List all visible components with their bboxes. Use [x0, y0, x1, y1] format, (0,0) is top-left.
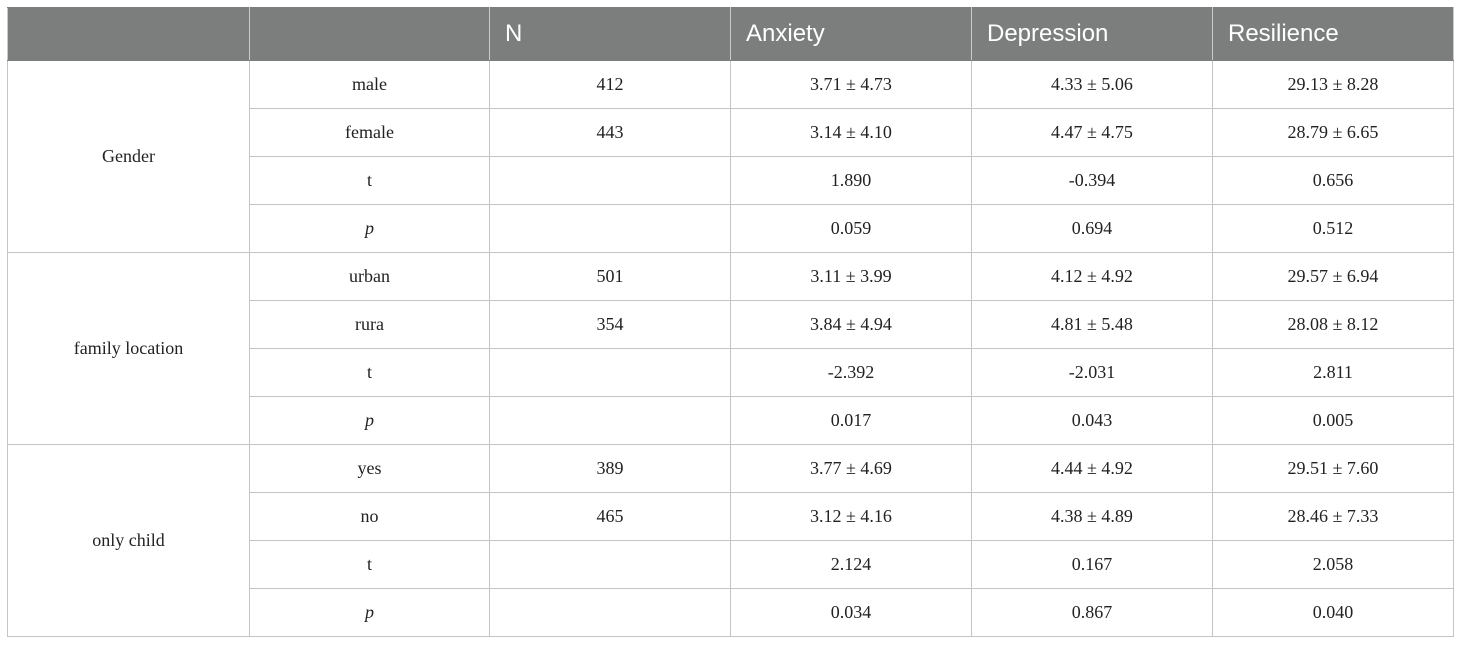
resilience-cell: 0.512 — [1212, 204, 1454, 253]
subgroup-cell: urban — [249, 252, 490, 301]
comparison-table: N Anxiety Depression Resilience Gender m… — [7, 7, 1454, 637]
header-resilience: Resilience — [1212, 7, 1454, 61]
subgroup-cell: p — [249, 204, 490, 253]
depression-cell: 0.867 — [971, 588, 1213, 637]
table-row: family location urban 501 3.11 ± 3.99 4.… — [7, 252, 1454, 445]
n-cell — [489, 204, 731, 253]
group-label: family location — [7, 252, 250, 445]
comparison-table-container: N Anxiety Depression Resilience Gender m… — [7, 7, 1454, 637]
anxiety-cell: -2.392 — [730, 348, 972, 397]
group-label: Gender — [7, 60, 250, 253]
anxiety-cell: 3.11 ± 3.99 — [730, 252, 972, 301]
resilience-cell: 28.79 ± 6.65 — [1212, 108, 1454, 157]
n-cell — [489, 396, 731, 445]
depression-cell: 0.167 — [971, 540, 1213, 589]
subgroup-cell: t — [249, 156, 490, 205]
depression-cell: -2.031 — [971, 348, 1213, 397]
table-body: Gender male 412 3.71 ± 4.73 4.33 ± 5.06 … — [7, 60, 1454, 637]
subgroup-cell: yes — [249, 444, 490, 493]
table-row: t 2.124 0.167 2.058 — [8, 540, 1454, 589]
n-cell: 443 — [489, 108, 731, 157]
depression-cell: -0.394 — [971, 156, 1213, 205]
table-row: rura 354 3.84 ± 4.94 4.81 ± 5.48 28.08 ±… — [8, 300, 1454, 349]
resilience-cell: 2.811 — [1212, 348, 1454, 397]
subgroup-cell: rura — [249, 300, 490, 349]
depression-cell: 4.81 ± 5.48 — [971, 300, 1213, 349]
n-cell — [489, 588, 731, 637]
resilience-cell: 29.13 ± 8.28 — [1212, 60, 1454, 109]
anxiety-cell: 0.059 — [730, 204, 972, 253]
table-row: Gender male 412 3.71 ± 4.73 4.33 ± 5.06 … — [7, 60, 1454, 253]
group-label: only child — [7, 444, 250, 637]
table-row: no 465 3.12 ± 4.16 4.38 ± 4.89 28.46 ± 7… — [8, 492, 1454, 541]
subgroup-cell: no — [249, 492, 490, 541]
depression-cell: 4.44 ± 4.92 — [971, 444, 1213, 493]
resilience-cell: 0.040 — [1212, 588, 1454, 637]
header-depression: Depression — [971, 7, 1213, 61]
table-row: only child yes 389 3.77 ± 4.69 4.44 ± 4.… — [7, 444, 1454, 637]
depression-cell: 0.043 — [971, 396, 1213, 445]
header-n: N — [489, 7, 731, 61]
depression-cell: 0.694 — [971, 204, 1213, 253]
depression-cell: 4.38 ± 4.89 — [971, 492, 1213, 541]
anxiety-cell: 0.034 — [730, 588, 972, 637]
subgroup-cell: p — [249, 588, 490, 637]
subgroup-cell: male — [249, 60, 490, 109]
n-cell: 465 — [489, 492, 731, 541]
resilience-cell: 28.46 ± 7.33 — [1212, 492, 1454, 541]
depression-cell: 4.12 ± 4.92 — [971, 252, 1213, 301]
anxiety-cell: 3.12 ± 4.16 — [730, 492, 972, 541]
n-cell: 354 — [489, 300, 731, 349]
anxiety-cell: 3.77 ± 4.69 — [730, 444, 972, 493]
n-cell: 412 — [489, 60, 731, 109]
subgroup-cell: p — [249, 396, 490, 445]
n-cell: 389 — [489, 444, 731, 493]
n-cell — [489, 348, 731, 397]
n-cell — [489, 540, 731, 589]
subgroup-cell: female — [249, 108, 490, 157]
depression-cell: 4.33 ± 5.06 — [971, 60, 1213, 109]
anxiety-cell: 3.14 ± 4.10 — [730, 108, 972, 157]
resilience-cell: 28.08 ± 8.12 — [1212, 300, 1454, 349]
anxiety-cell: 3.84 ± 4.94 — [730, 300, 972, 349]
resilience-cell: 0.005 — [1212, 396, 1454, 445]
n-cell — [489, 156, 731, 205]
resilience-cell: 29.57 ± 6.94 — [1212, 252, 1454, 301]
table-row: p 0.017 0.043 0.005 — [8, 396, 1454, 445]
header-subgroup-column — [249, 7, 490, 61]
table-row: p 0.034 0.867 0.040 — [8, 588, 1454, 637]
header-anxiety: Anxiety — [730, 7, 972, 61]
table-header: N Anxiety Depression Resilience — [7, 7, 1454, 61]
anxiety-cell: 0.017 — [730, 396, 972, 445]
resilience-cell: 2.058 — [1212, 540, 1454, 589]
resilience-cell: 29.51 ± 7.60 — [1212, 444, 1454, 493]
header-row: N Anxiety Depression Resilience — [7, 7, 1454, 61]
anxiety-cell: 2.124 — [730, 540, 972, 589]
anxiety-cell: 3.71 ± 4.73 — [730, 60, 972, 109]
header-group-column — [7, 7, 250, 61]
depression-cell: 4.47 ± 4.75 — [971, 108, 1213, 157]
anxiety-cell: 1.890 — [730, 156, 972, 205]
n-cell: 501 — [489, 252, 731, 301]
table-row: t 1.890 -0.394 0.656 — [8, 156, 1454, 205]
subgroup-cell: t — [249, 348, 490, 397]
subgroup-cell: t — [249, 540, 490, 589]
table-row: p 0.059 0.694 0.512 — [8, 204, 1454, 253]
table-row: female 443 3.14 ± 4.10 4.47 ± 4.75 28.79… — [8, 108, 1454, 157]
resilience-cell: 0.656 — [1212, 156, 1454, 205]
